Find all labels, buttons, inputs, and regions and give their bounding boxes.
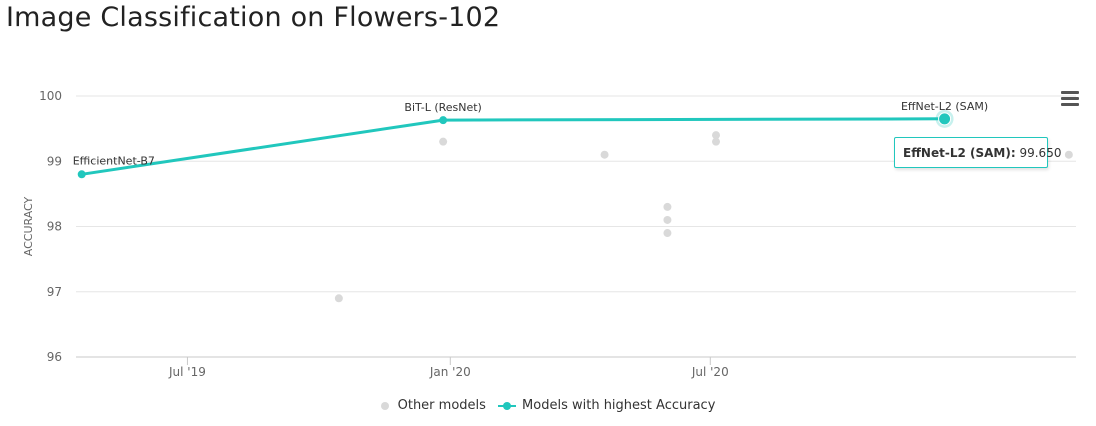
x-tick-label: Jul '19 [168, 365, 206, 379]
other-model-point [663, 202, 672, 211]
other-model-point [663, 215, 672, 224]
data-label: EfficientNet-B7 [73, 154, 155, 167]
hamburger-menu-icon [1061, 97, 1079, 100]
best-model-point [938, 112, 952, 126]
data-label: EffNet-L2 (SAM) [901, 100, 988, 113]
y-axis-title: ACCURACY [22, 196, 35, 256]
other-models-series [334, 131, 1073, 303]
x-tick-label: Jan '20 [429, 365, 471, 379]
hamburger-menu-icon [1061, 91, 1079, 94]
y-tick-label: 99 [47, 154, 62, 168]
data-label: BiT-L (ResNet) [404, 101, 481, 114]
other-model-point [334, 294, 343, 303]
other-model-point [600, 150, 609, 159]
legend: Other models Models with highest Accurac… [0, 398, 1096, 414]
legend-label: Models with highest Accuracy [522, 398, 716, 413]
grid [76, 95, 1076, 358]
legend-item-best-models[interactable]: Models with highest Accuracy [498, 398, 715, 413]
other-model-point [663, 229, 672, 238]
y-tick-label: 98 [47, 220, 62, 234]
y-tick-label: 97 [47, 285, 62, 299]
other-model-point [1064, 150, 1073, 159]
other-model-point [439, 137, 448, 146]
legend-dot-icon [380, 401, 389, 410]
x-tick-label: Jul '20 [691, 365, 729, 379]
page-title: Image Classification on Flowers-102 [6, 2, 501, 33]
y-tick-label: 100 [39, 89, 62, 103]
point-tooltip: EffNet-L2 (SAM): 99.650 [894, 137, 1061, 168]
best-model-point [77, 170, 86, 179]
best-model-point [439, 116, 448, 125]
legend-line-marker-icon [498, 401, 517, 410]
hamburger-menu-icon [1061, 103, 1079, 106]
legend-item-other-models[interactable]: Other models [380, 398, 486, 413]
other-model-point [712, 137, 720, 146]
chart-menu-button[interactable] [1058, 88, 1082, 110]
axes: 96 97 98 99 100 ACCURACY Jul '19 Jan '20 Jul '20 [22, 89, 729, 379]
legend-label: Other models [397, 398, 486, 413]
tooltip-label: EffNet-L2 (SAM): [903, 146, 1016, 160]
tooltip-value: 99.650 [1019, 146, 1062, 160]
best-models-line [80, 117, 947, 176]
best-models-series: EfficientNet-B7 BiT-L (ResNet) EffNet-L2 (… [73, 100, 988, 179]
y-tick-label: 96 [47, 350, 62, 364]
other-model-point [712, 131, 720, 140]
